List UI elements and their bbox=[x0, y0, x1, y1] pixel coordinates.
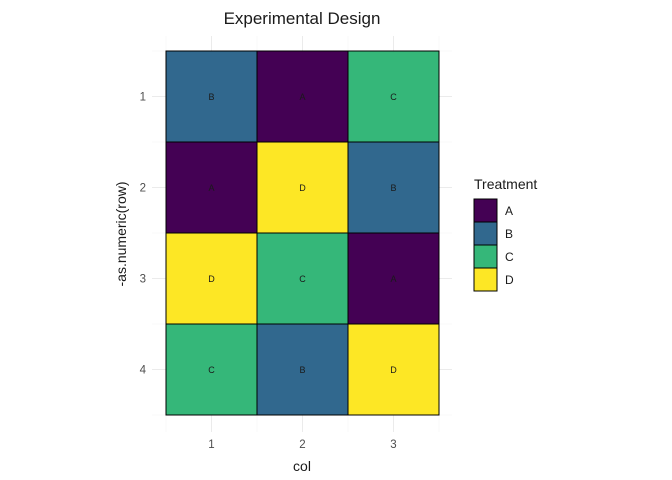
chart-title: Experimental Design bbox=[224, 9, 381, 28]
cell-label: A bbox=[390, 274, 396, 284]
cell-tile bbox=[256, 323, 349, 416]
cell-tile bbox=[165, 141, 258, 234]
x-axis-ticks: 1 2 3 bbox=[208, 439, 396, 451]
cell-tile bbox=[347, 141, 440, 234]
y-axis-ticks: 1 2 3 4 bbox=[140, 92, 147, 377]
legend-item-C: C bbox=[473, 244, 514, 269]
legend-swatch bbox=[473, 267, 498, 292]
legend-item-A: A bbox=[473, 198, 513, 223]
x-tick-label-2: 2 bbox=[299, 439, 305, 451]
x-axis-title: col bbox=[293, 458, 311, 474]
cell-r2-c2: D bbox=[256, 141, 349, 234]
legend-swatch bbox=[473, 221, 498, 246]
legend-swatch bbox=[473, 244, 498, 269]
cell-r1-c1: B bbox=[165, 50, 258, 143]
cell-tile bbox=[347, 232, 440, 325]
cell-label: C bbox=[390, 92, 397, 102]
cell-r2-c3: B bbox=[347, 141, 440, 234]
x-tick-label-1: 1 bbox=[208, 439, 214, 451]
cell-label: C bbox=[208, 365, 215, 375]
legend-label: C bbox=[505, 250, 514, 264]
cell-tile bbox=[165, 50, 258, 143]
cell-tile bbox=[256, 141, 349, 234]
cell-label: D bbox=[390, 365, 397, 375]
cell-label: C bbox=[299, 274, 306, 284]
legend-item-D: D bbox=[473, 267, 514, 292]
heatmap-cells: B A C A D B D C A C B D bbox=[165, 50, 440, 416]
cell-r3-c3: A bbox=[347, 232, 440, 325]
y-tick-label-3: 3 bbox=[140, 274, 146, 286]
cell-label: B bbox=[390, 183, 396, 193]
y-tick-label-1: 1 bbox=[140, 92, 146, 104]
cell-label: D bbox=[299, 183, 306, 193]
legend-swatch bbox=[473, 198, 498, 223]
cell-tile bbox=[165, 323, 258, 416]
cell-r3-c1: D bbox=[165, 232, 258, 325]
y-tick-label-4: 4 bbox=[140, 365, 147, 377]
cell-label: A bbox=[208, 183, 214, 193]
cell-tile bbox=[347, 323, 440, 416]
cell-r4-c3: D bbox=[347, 323, 440, 416]
cell-label: B bbox=[208, 92, 214, 102]
legend-title: Treatment bbox=[474, 176, 537, 192]
cell-r1-c3: C bbox=[347, 50, 440, 143]
cell-r3-c2: C bbox=[256, 232, 349, 325]
legend-label: A bbox=[505, 204, 513, 218]
cell-label: A bbox=[299, 92, 305, 102]
legend-label: B bbox=[505, 227, 513, 241]
x-tick-label-3: 3 bbox=[390, 439, 396, 451]
cell-r4-c2: B bbox=[256, 323, 349, 416]
cell-tile bbox=[165, 232, 258, 325]
y-tick-label-2: 2 bbox=[140, 183, 146, 195]
cell-r1-c2: A bbox=[256, 50, 349, 143]
cell-r4-c1: C bbox=[165, 323, 258, 416]
cell-label: B bbox=[299, 365, 305, 375]
cell-label: D bbox=[208, 274, 215, 284]
y-axis-title: -as.numeric(row) bbox=[113, 181, 129, 286]
legend-label: D bbox=[505, 273, 514, 287]
legend-item-B: B bbox=[473, 221, 513, 246]
cell-r2-c1: A bbox=[165, 141, 258, 234]
